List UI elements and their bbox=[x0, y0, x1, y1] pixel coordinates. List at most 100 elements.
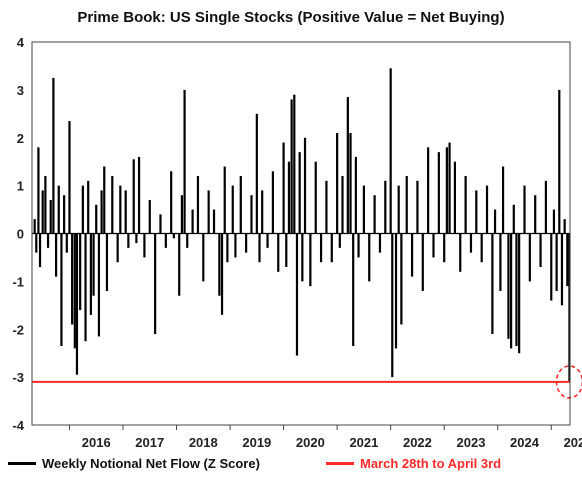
bar bbox=[35, 233, 38, 253]
bar bbox=[127, 233, 130, 248]
bar bbox=[368, 233, 371, 282]
bar bbox=[92, 233, 95, 296]
bar bbox=[49, 199, 52, 234]
bar bbox=[373, 195, 376, 234]
bar bbox=[560, 233, 564, 306]
x-tick-label: 2017 bbox=[135, 435, 164, 450]
bar bbox=[416, 180, 419, 234]
bar bbox=[234, 233, 237, 258]
bar bbox=[207, 190, 210, 234]
bar bbox=[493, 209, 497, 234]
bar bbox=[132, 159, 135, 234]
x-tick-label: 2016 bbox=[82, 435, 111, 450]
bar bbox=[295, 233, 299, 356]
bar bbox=[196, 176, 200, 234]
bar bbox=[507, 233, 510, 339]
bar bbox=[186, 233, 189, 248]
bar bbox=[159, 214, 162, 234]
bar bbox=[65, 233, 68, 253]
bar bbox=[63, 195, 66, 234]
bar bbox=[223, 166, 226, 234]
legend-swatch-reference bbox=[326, 462, 354, 465]
legend-label-reference: March 28th to April 3rd bbox=[360, 456, 502, 471]
bar bbox=[400, 233, 403, 325]
bar bbox=[354, 156, 357, 234]
highlight-circle bbox=[555, 365, 582, 399]
bar bbox=[191, 209, 194, 234]
bar bbox=[180, 195, 183, 234]
bar bbox=[464, 176, 467, 234]
bar bbox=[437, 152, 440, 234]
bar bbox=[38, 233, 42, 268]
bar bbox=[410, 233, 414, 277]
bar bbox=[384, 180, 387, 234]
bar bbox=[220, 233, 224, 315]
bar bbox=[54, 233, 58, 277]
bar bbox=[46, 233, 50, 248]
bar bbox=[563, 219, 566, 234]
bar bbox=[89, 233, 92, 315]
bar bbox=[499, 233, 502, 291]
y-tick-label: 3 bbox=[17, 83, 24, 98]
bar bbox=[534, 195, 537, 234]
bar bbox=[41, 190, 44, 234]
bar bbox=[394, 233, 398, 349]
bar bbox=[75, 233, 79, 375]
bar bbox=[116, 233, 119, 263]
bar bbox=[68, 120, 71, 234]
bar bbox=[100, 190, 103, 234]
bar bbox=[290, 99, 293, 234]
bar bbox=[183, 89, 186, 234]
bar bbox=[124, 190, 127, 234]
bar bbox=[81, 185, 84, 234]
bar bbox=[389, 68, 392, 234]
bar bbox=[245, 233, 248, 253]
bar bbox=[293, 94, 296, 234]
bar bbox=[491, 233, 494, 335]
bar bbox=[475, 190, 478, 234]
chart-title: Prime Book: US Single Stocks (Positive V… bbox=[77, 9, 505, 26]
y-tick-label: 4 bbox=[17, 35, 25, 50]
bar bbox=[239, 176, 242, 234]
bar bbox=[510, 233, 513, 349]
bar bbox=[137, 156, 141, 234]
x-axis-ticks bbox=[68, 425, 552, 430]
bar bbox=[314, 161, 317, 234]
bar bbox=[79, 233, 82, 311]
bar bbox=[178, 233, 181, 296]
bar bbox=[378, 233, 382, 253]
bar bbox=[266, 233, 269, 248]
bar bbox=[501, 166, 505, 234]
bar bbox=[405, 176, 408, 234]
bar bbox=[338, 233, 341, 248]
y-tick-label: -4 bbox=[12, 418, 24, 433]
bar bbox=[87, 180, 90, 234]
bar bbox=[341, 176, 344, 234]
bar bbox=[258, 233, 261, 263]
bar bbox=[453, 161, 457, 234]
bar bbox=[135, 233, 138, 244]
bar bbox=[105, 233, 109, 291]
legend-item-reference: March 28th to April 3rd bbox=[326, 456, 501, 471]
bar bbox=[357, 233, 360, 258]
bar bbox=[44, 176, 47, 234]
bar bbox=[277, 233, 280, 272]
bar bbox=[349, 132, 352, 234]
bar bbox=[57, 185, 60, 234]
x-axis-labels: 2016 2017 2018 2019 2020 2021 2022 2023 2024 2025 bbox=[82, 435, 582, 450]
bar bbox=[52, 77, 55, 234]
bar bbox=[528, 233, 531, 282]
x-tick-label: 2025 bbox=[564, 435, 582, 450]
bar bbox=[271, 171, 274, 234]
bar bbox=[544, 180, 548, 234]
bar bbox=[445, 147, 448, 234]
bars-series bbox=[33, 68, 571, 382]
legend-swatch-weekly-flow bbox=[8, 462, 36, 465]
bar bbox=[391, 233, 394, 378]
bar bbox=[325, 180, 328, 234]
y-tick-label: -2 bbox=[12, 322, 24, 337]
bar bbox=[119, 185, 122, 234]
y-tick-label: 0 bbox=[17, 227, 24, 242]
bar bbox=[202, 233, 205, 282]
